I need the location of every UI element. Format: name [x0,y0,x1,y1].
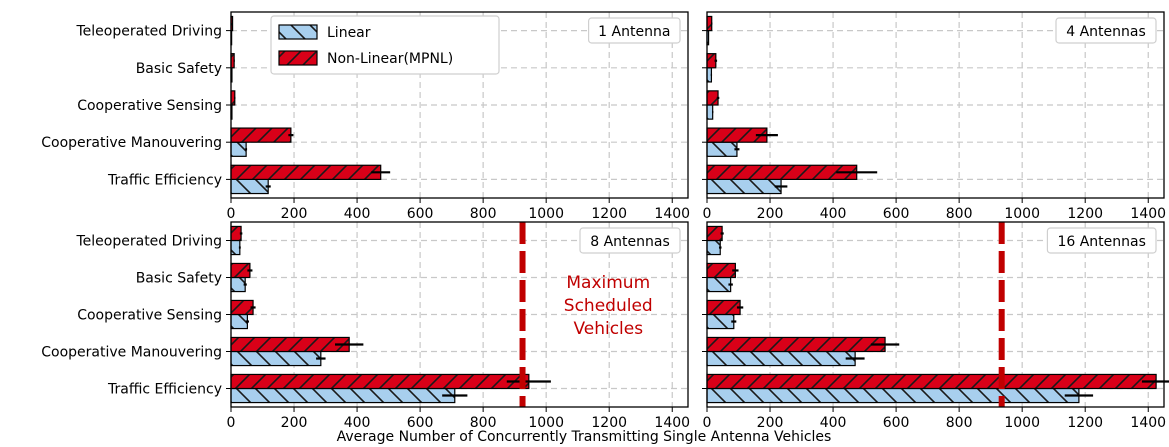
reference-line-label: Maximum [566,273,650,293]
bar-nonlinear [706,299,741,316]
x-tick-label: 200 [757,415,784,431]
x-axis-label: Average Number of Concurrently Transmitt… [337,429,832,445]
bar-linear [230,276,246,293]
panel-label-box [579,227,681,254]
bar-linear [706,350,856,367]
bar-linear [706,67,713,83]
reference-line-label: Vehicles [573,319,643,339]
legend-label-linear: Linear [327,25,371,41]
x-tick-label: 1400 [1130,415,1166,431]
y-tick-label: Teleoperated Driving [76,234,223,250]
bar-nonlinear [230,164,382,181]
bar-linear [230,387,456,404]
bar-nonlinear [706,373,1157,390]
bar-linear [706,239,721,256]
x-tick-label: 0 [703,206,712,222]
x-tick-label: 1000 [1004,415,1040,431]
bar-nonlinear [230,127,292,143]
x-tick-label: 0 [703,415,712,431]
bar-nonlinear [706,225,723,242]
x-tick-label: 0 [227,206,236,222]
panel-label: 1 Antenna [598,24,670,40]
panel-3: Maximum Scheduled Vehicles 0 200 400 600 800 100… [41,221,690,431]
bar-nonlinear [230,225,242,242]
x-tick-label: 0 [227,415,236,431]
panel-label: 4 Antennas [1066,24,1146,40]
x-tick-label: 1200 [1067,415,1103,431]
panel-1: 0 200 400 600 800 1000 1200 1400 Teleoperated Dr… [41,11,690,222]
x-tick-label: 1000 [1004,206,1040,222]
x-tick-label: 1200 [1067,206,1103,222]
x-tick-label: 800 [946,206,973,222]
bar-linear [706,276,732,293]
y-tick-label: Traffic Efficiency [107,172,222,188]
x-tick-label: 600 [883,415,910,431]
x-tick-label: 1000 [528,415,564,431]
x-tick-label: 800 [470,415,497,431]
x-tick-label: 1000 [528,206,564,222]
reference-line-label: Scheduled [564,296,653,316]
legend-swatch-linear [278,24,318,40]
bar-linear [706,141,738,157]
y-tick-label: Teleoperated Driving [76,24,223,40]
x-tick-label: 1400 [1130,206,1166,222]
bar-linear [706,178,782,195]
panel-label-box [587,17,681,44]
x-tick-label: 400 [820,415,847,431]
x-tick-label: 600 [883,206,910,222]
bar-nonlinear [706,336,886,353]
y-tick-label: Cooperative Sensing [77,308,222,324]
x-tick-label: 800 [470,206,497,222]
y-tick-label: Cooperative Manouvering [41,135,222,151]
panel-2: 0 200 400 600 800 1000 1200 1400 4 Antennas [702,11,1166,222]
x-tick-label: 1400 [654,415,690,431]
y-tick-label: Basic Safety [136,61,222,77]
legend-swatch-nonlinear [278,50,318,66]
bar-nonlinear [706,164,858,181]
panel-label: 8 Antennas [590,234,670,250]
x-tick-label: 200 [757,206,784,222]
x-tick-label: 800 [946,415,973,431]
bar-linear [706,387,1080,404]
bar-linear [230,350,322,367]
panel-label: 16 Antennas [1057,234,1145,250]
panel-label-box [1046,227,1157,254]
bar-linear [230,178,269,195]
y-tick-label: Cooperative Sensing [77,98,222,114]
x-tick-label: 1400 [654,206,690,222]
bar-nonlinear [706,90,719,106]
panel-4: 0 200 400 600 800 1000 1200 1400 16 Antennas [702,221,1169,431]
x-tick-label: 1200 [591,206,627,222]
x-tick-label: 400 [820,206,847,222]
bar-nonlinear [230,262,251,279]
y-tick-label: Traffic Efficiency [107,382,222,398]
panel-label-box [1055,17,1157,44]
x-tick-label: 400 [344,206,371,222]
y-tick-label: Cooperative Manouvering [41,345,222,361]
x-tick-label: 600 [407,415,434,431]
x-tick-label: 200 [281,206,308,222]
bar-linear [230,141,247,157]
legend-label-nonlinear: Non-Linear(MPNL) [327,51,453,67]
bar-nonlinear [230,299,254,316]
bar-nonlinear [706,53,717,69]
x-tick-label: 200 [281,415,308,431]
legend-box [270,15,500,75]
bar-nonlinear [230,336,350,353]
y-tick-label: Basic Safety [136,271,222,287]
x-tick-label: 1200 [591,415,627,431]
x-tick-label: 400 [344,415,371,431]
bar-nonlinear [230,373,530,390]
bar-linear [706,104,714,120]
bar-linear [706,313,735,330]
bar-nonlinear [706,262,736,279]
x-tick-label: 600 [407,206,434,222]
bar-linear [230,239,241,256]
bar-linear [230,313,248,330]
bar-nonlinear [706,15,713,32]
